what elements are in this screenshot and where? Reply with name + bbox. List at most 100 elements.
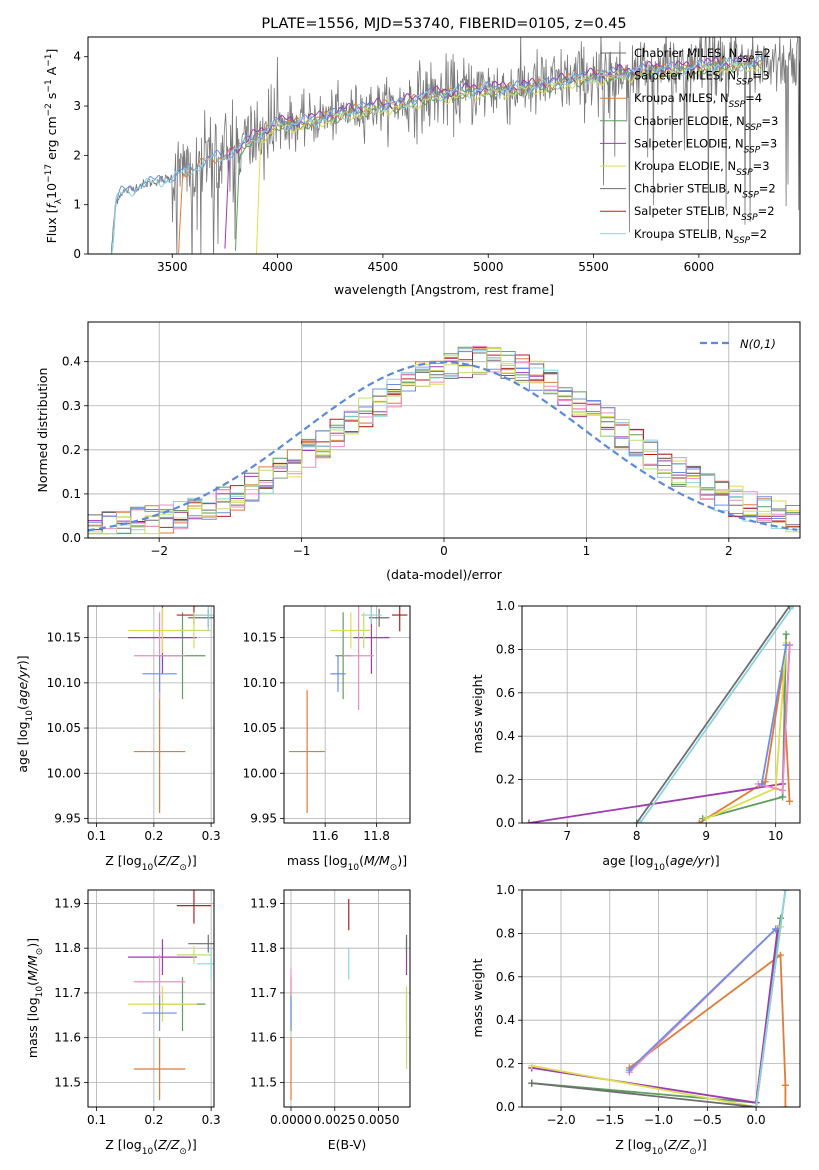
x-tick-label: 1	[583, 544, 591, 558]
axes-frame	[521, 605, 801, 824]
plus-marker	[702, 815, 710, 823]
plus-marker	[779, 786, 787, 794]
mass-weight-line	[639, 606, 794, 823]
label-part: Z [log	[615, 1137, 651, 1152]
y-tick-label: 11.5	[250, 1075, 277, 1089]
x-tick-label: 2	[725, 544, 733, 558]
y-tick-label: 10.10	[243, 676, 277, 690]
chart-age-mass: 11.6 11.8 9.95 10.00 10.05 10.10 10.15	[243, 605, 411, 843]
y-tick-label: 11.9	[54, 896, 81, 910]
y-tick-label: 11.8	[54, 941, 81, 955]
x-tick-label: 9	[702, 829, 710, 843]
chart-title: PLATE=1556, MJD=53740, FIBERID=0105, z=0…	[261, 16, 626, 32]
y-tick-label: 10.00	[47, 766, 81, 780]
mass-weight-line	[628, 953, 787, 1107]
label-part: s	[44, 93, 59, 104]
grid-lines	[522, 605, 800, 824]
legend-entry: Kroupa ELODIE, NSSP=3	[634, 159, 770, 178]
label-part: Kroupa STELIB, N	[634, 227, 734, 241]
plus-marker	[781, 890, 789, 894]
error-point	[188, 934, 214, 953]
x-axis-label: Z [log10(Z/Z⊙)]	[105, 853, 196, 873]
model-spectrum-line	[178, 56, 762, 253]
error-point	[289, 690, 326, 814]
y-tick-label: 1.0	[496, 599, 515, 613]
label-part: SSP	[736, 78, 753, 88]
label-part: age/yr	[15, 664, 30, 705]
x-tick-label: 8	[633, 829, 641, 843]
label-part: (	[663, 1137, 668, 1152]
label-part: Z/Z	[667, 1137, 690, 1152]
label-part: SSP	[741, 213, 758, 223]
x-tick-label: 11.6	[312, 829, 339, 843]
x-tick-label: 0.1	[87, 829, 106, 843]
y-tick-label: 10.15	[47, 631, 81, 645]
legend-entry: N(0,1)	[740, 337, 776, 351]
mass-weight-line	[531, 918, 782, 1104]
x-tick-label: 0.0000	[270, 1113, 312, 1127]
axes-frame	[283, 889, 411, 1108]
error-point	[330, 655, 346, 692]
plot-area	[128, 606, 214, 814]
grid-lines	[284, 606, 410, 823]
label-part: Z [log	[105, 1137, 141, 1152]
label-part: (	[15, 705, 30, 710]
x-axis-label: mass [log10(M/M⊙)]	[287, 853, 407, 873]
chart-age-z: 0.1 0.2 0.3 9.95 10.00 10.05 10.10 10.15	[47, 605, 221, 843]
axes-frame	[521, 889, 801, 1108]
x-tick-label: 3500	[157, 260, 188, 274]
mass-weight-line	[760, 644, 787, 785]
label-part: λ	[54, 198, 64, 204]
y-tick-label: 11.7	[54, 986, 81, 1000]
label-part: ⊙	[390, 863, 398, 873]
y-tick-label: 0.8	[496, 926, 515, 940]
y-tick-label: 3	[73, 99, 81, 113]
label-part: M/M	[364, 853, 390, 868]
x-axis-label: E(B-V)	[328, 1137, 367, 1152]
grid-lines	[522, 889, 800, 1108]
chart-spectrum: 3500 4000 4500 5000 5500 6000 0 1 2 3 4	[73, 36, 801, 274]
plus-marker	[779, 793, 787, 801]
plus-marker	[781, 1103, 789, 1107]
label-part: )]	[15, 655, 30, 665]
label-part: SSP	[744, 145, 761, 155]
model-spectrum-line	[110, 56, 763, 254]
mass-weight-line	[531, 926, 782, 1107]
legend-entry: Kroupa MILES, NSSP=4	[634, 91, 762, 110]
x-tick-label: 0.3	[202, 1113, 221, 1127]
histogram-step	[88, 345, 800, 530]
ticks: 0.0000 0.0025 0.0050 11.5 11.6 11.7 11.8 11.9	[250, 896, 399, 1127]
label-part: )]	[710, 853, 720, 868]
plot-area	[525, 606, 797, 823]
label-part: )]	[397, 853, 407, 868]
plot-area	[110, 37, 800, 254]
plus-marker	[758, 780, 766, 788]
y-tick-label: 0.0	[496, 816, 515, 830]
y-tick-label: 10.00	[243, 766, 277, 780]
x-tick-label: −2	[150, 544, 168, 558]
label-part: A	[44, 66, 59, 79]
plus-marker	[633, 819, 641, 823]
y-tick-label: 0.6	[496, 970, 515, 984]
label-part: Salpeter MILES, N	[634, 69, 736, 83]
error-point	[196, 948, 214, 980]
error-point	[142, 995, 177, 1031]
legend-entry: Salpeter ELODIE, NSSP=3	[634, 136, 777, 155]
y-tick-label: 0.2	[62, 443, 81, 457]
y-tick-label: 4	[73, 50, 81, 64]
plot-area	[289, 606, 408, 814]
plus-marker	[786, 797, 794, 805]
label-part: 10	[142, 1147, 154, 1157]
y-tick-label: 0.4	[496, 1013, 515, 1027]
label-part: SSP	[745, 123, 762, 133]
label-part: −2	[44, 103, 54, 116]
label-part: Z/Z	[157, 1137, 180, 1152]
label-part: ⊙	[179, 863, 187, 873]
model-spectrum-line	[224, 55, 763, 249]
label-part: =2	[754, 46, 771, 60]
y-tick-label: 0.8	[496, 642, 515, 656]
x-axis-label: wavelength [Angstrom, rest frame]	[334, 282, 554, 297]
y-tick-label: 0.0	[496, 1100, 515, 1114]
